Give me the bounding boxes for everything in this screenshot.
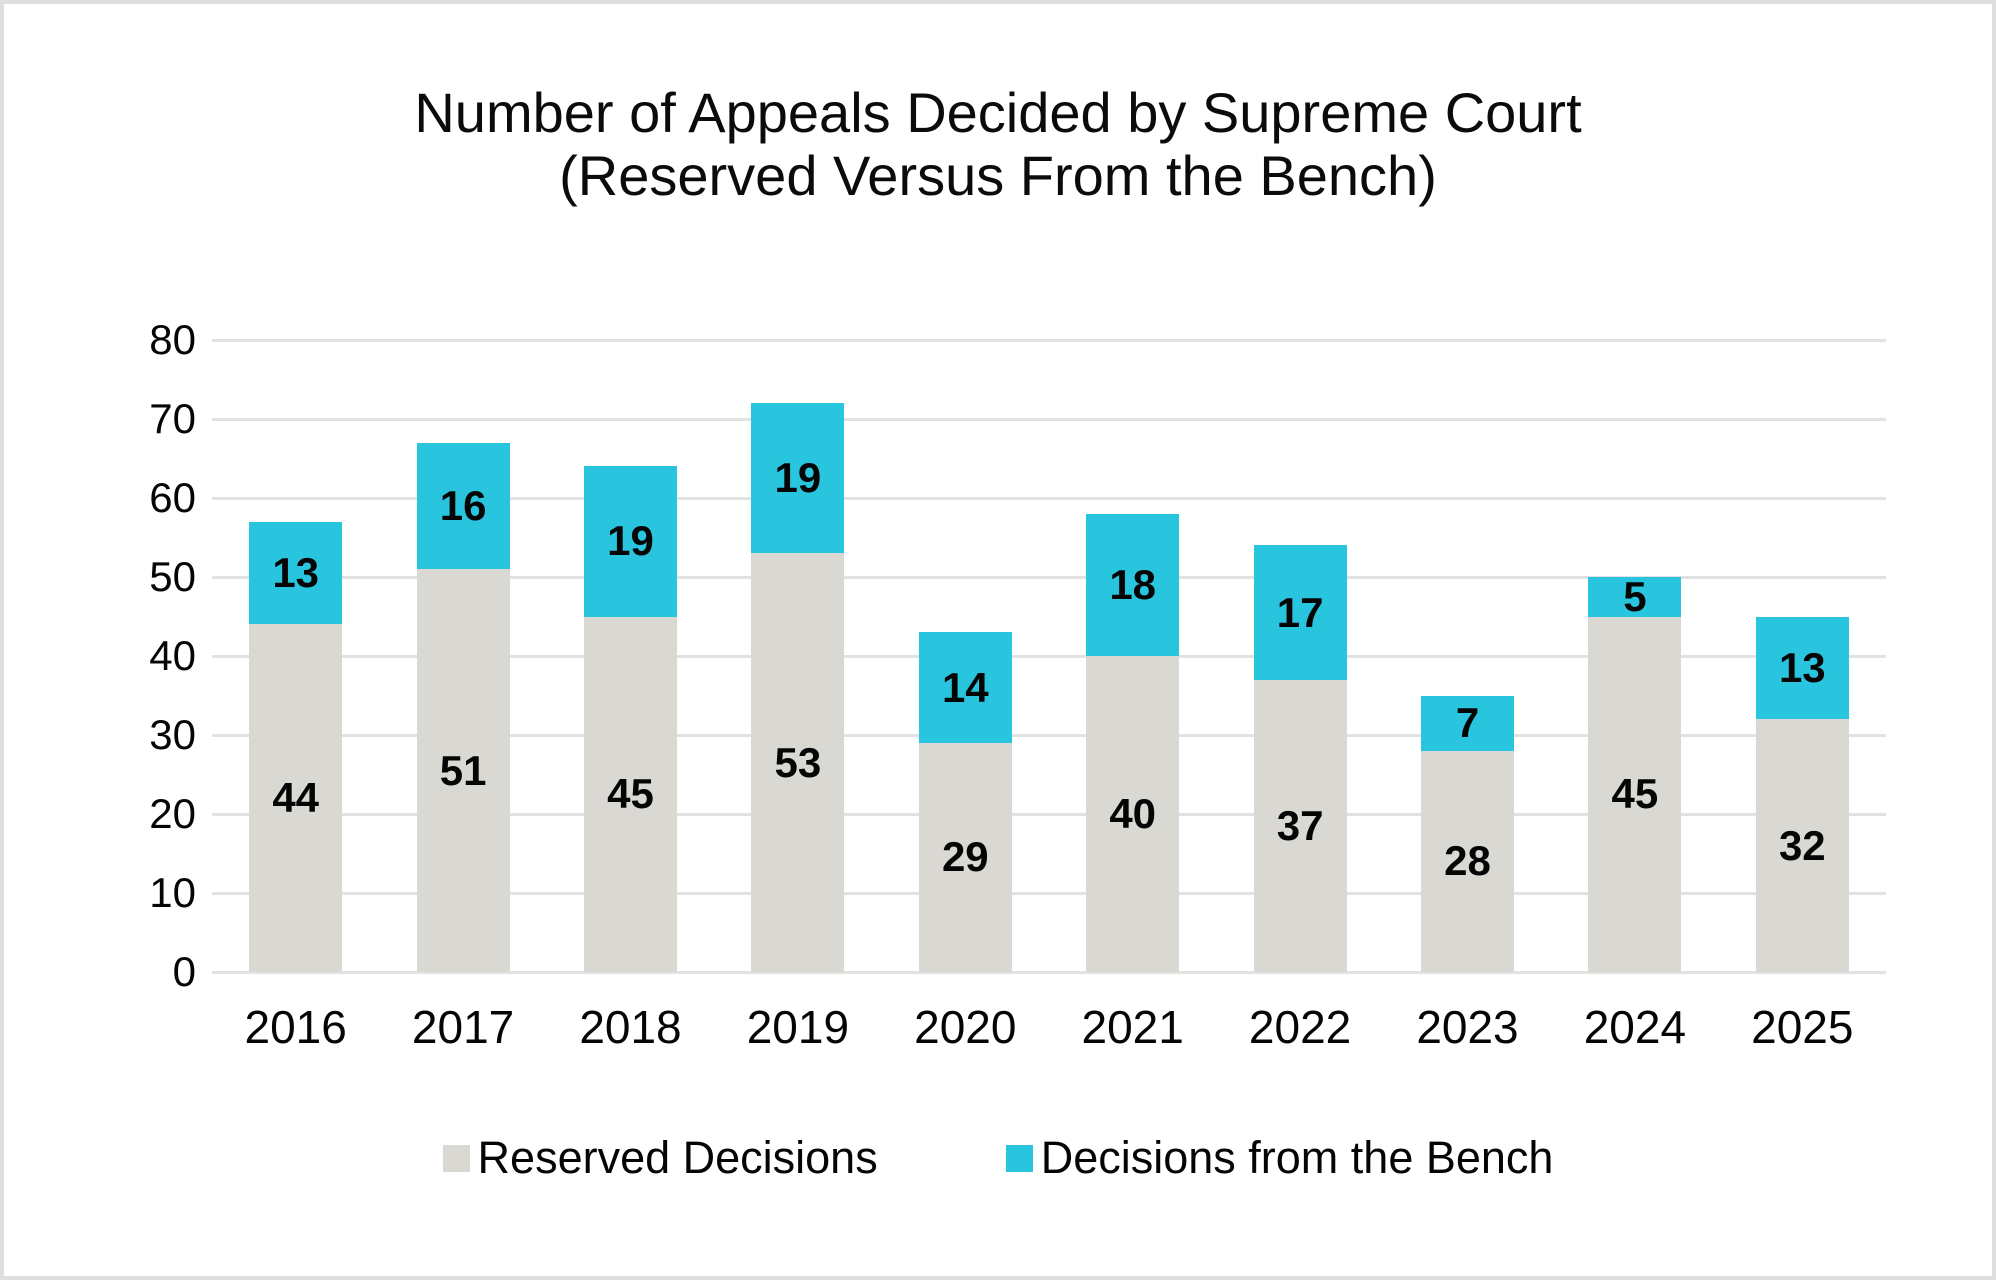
bar-2020: 29 14 (918, 632, 1012, 972)
legend-swatch-bench (1005, 1144, 1033, 1172)
bar-2021: 40 18 (1086, 513, 1180, 972)
plot-area: 44 13 51 16 45 19 53 19 29 14 40 18 37 17 28 7 45 5 32 13 (212, 338, 1886, 974)
gridline-y-20 (212, 812, 1886, 816)
data-label-reserved-2025: 32 (1778, 821, 1826, 869)
chart-title-line2: (Reserved Versus From the Bench) (559, 143, 1437, 207)
bar-segment-bench-2020: 14 (918, 632, 1012, 743)
y-tick-label-0: 0 (172, 948, 196, 995)
bar-segment-reserved-2016: 44 (249, 624, 343, 972)
gridline-y-80 (212, 338, 1886, 342)
legend-item-reserved: Reserved Decisions (442, 1132, 878, 1184)
y-tick-label-70: 70 (149, 395, 196, 442)
x-tick-label-2023: 2023 (1416, 1001, 1519, 1053)
data-label-reserved-2021: 40 (1109, 790, 1157, 837)
bar-segment-reserved-2018: 45 (584, 616, 677, 972)
x-tick-label-2024: 2024 (1583, 1001, 1687, 1053)
chart-title: Number of Appeals Decided by Supreme Cou… (4, 81, 1992, 207)
bar-2022: 37 17 (1253, 545, 1347, 972)
x-tick-label-2020: 2020 (914, 1001, 1017, 1053)
y-tick-label-40: 40 (149, 632, 196, 679)
bar-segment-bench-2021: 18 (1086, 513, 1180, 656)
bar-segment-bench-2024: 5 (1588, 572, 1682, 620)
x-tick-label-2019: 2019 (746, 1001, 850, 1053)
y-tick-label-80: 80 (149, 316, 196, 363)
bar-2024: 45 5 (1588, 572, 1682, 972)
bar-segment-bench-2022: 17 (1253, 545, 1347, 680)
gridline-y-60 (212, 496, 1886, 500)
bar-segment-bench-2016: 13 (249, 521, 343, 625)
bar-segment-reserved-2024: 45 (1588, 616, 1682, 972)
bar-segment-bench-2017: 16 (416, 442, 510, 570)
data-label-reserved-2017: 51 (439, 746, 487, 794)
data-label-bench-2017: 16 (439, 481, 487, 529)
bar-2025: 32 13 (1755, 616, 1849, 972)
data-label-bench-2022: 17 (1276, 588, 1324, 636)
x-tick-label-2018: 2018 (579, 1001, 682, 1053)
data-label-reserved-2024: 45 (1611, 770, 1659, 818)
y-tick-label-60: 60 (149, 474, 196, 521)
chart-title-line1: Number of Appeals Decided by Supreme Cou… (414, 81, 1582, 144)
data-label-bench-2023: 7 (1455, 699, 1480, 747)
bar-segment-reserved-2025: 32 (1755, 719, 1849, 972)
x-tick-label-2017: 2017 (411, 1001, 515, 1053)
x-tick-label-2025: 2025 (1751, 1001, 1854, 1053)
data-label-reserved-2019: 53 (774, 738, 822, 786)
gridline-y-0 (212, 970, 1886, 974)
data-label-bench-2016: 13 (272, 549, 320, 597)
gridline-y-40 (212, 654, 1886, 658)
data-label-bench-2020: 14 (941, 663, 989, 711)
gridline-y-10 (212, 891, 1886, 895)
gridline-y-50 (212, 575, 1886, 579)
bar-2017: 51 16 (416, 442, 510, 972)
data-label-reserved-2022: 37 (1276, 801, 1324, 849)
data-label-bench-2025: 13 (1778, 643, 1826, 691)
x-tick-label-2022: 2022 (1248, 1001, 1352, 1053)
data-label-bench-2021: 18 (1109, 560, 1157, 608)
bar-segment-reserved-2019: 53 (751, 553, 845, 972)
bar-segment-reserved-2021: 40 (1086, 656, 1180, 972)
legend-swatch-reserved (442, 1144, 470, 1172)
bar-segment-bench-2025: 13 (1755, 616, 1849, 720)
legend-label-bench: Decisions from the Bench (1040, 1132, 1554, 1183)
y-tick-label-30: 30 (149, 711, 196, 758)
x-tick-label-2021: 2021 (1081, 1001, 1184, 1053)
y-tick-label-10: 10 (149, 869, 196, 916)
x-tick-label-2016: 2016 (244, 1001, 347, 1053)
bar-2016: 44 13 (249, 521, 343, 972)
gridline-y-70 (212, 417, 1886, 421)
legend: Reserved Decisions Decisions from the Ben… (4, 1132, 1992, 1184)
data-label-reserved-2018: 45 (607, 770, 654, 818)
bar-segment-reserved-2022: 37 (1253, 679, 1347, 972)
bar-segment-reserved-2017: 51 (416, 569, 510, 972)
bar-2023: 28 7 (1421, 695, 1514, 972)
bar-segment-reserved-2023: 28 (1421, 750, 1514, 972)
bar-segment-bench-2018: 19 (584, 466, 677, 617)
legend-label-reserved: Reserved Decisions (477, 1132, 878, 1183)
data-label-bench-2024: 5 (1623, 572, 1647, 620)
bar-segment-bench-2019: 19 (751, 403, 845, 554)
data-label-bench-2018: 19 (607, 517, 654, 565)
y-tick-label-50: 50 (149, 553, 196, 600)
data-label-reserved-2023: 28 (1444, 837, 1491, 885)
data-label-reserved-2020: 29 (941, 833, 989, 881)
y-tick-label-20: 20 (149, 790, 196, 837)
bar-segment-reserved-2020: 29 (918, 742, 1012, 972)
bar-2018: 45 19 (584, 466, 677, 972)
bar-2019: 53 19 (751, 403, 845, 972)
data-label-reserved-2016: 44 (272, 774, 320, 822)
legend-item-bench: Decisions from the Bench (1005, 1132, 1554, 1184)
gridline-y-30 (212, 733, 1886, 737)
data-label-bench-2019: 19 (774, 454, 822, 502)
bar-segment-bench-2023: 7 (1421, 695, 1514, 751)
